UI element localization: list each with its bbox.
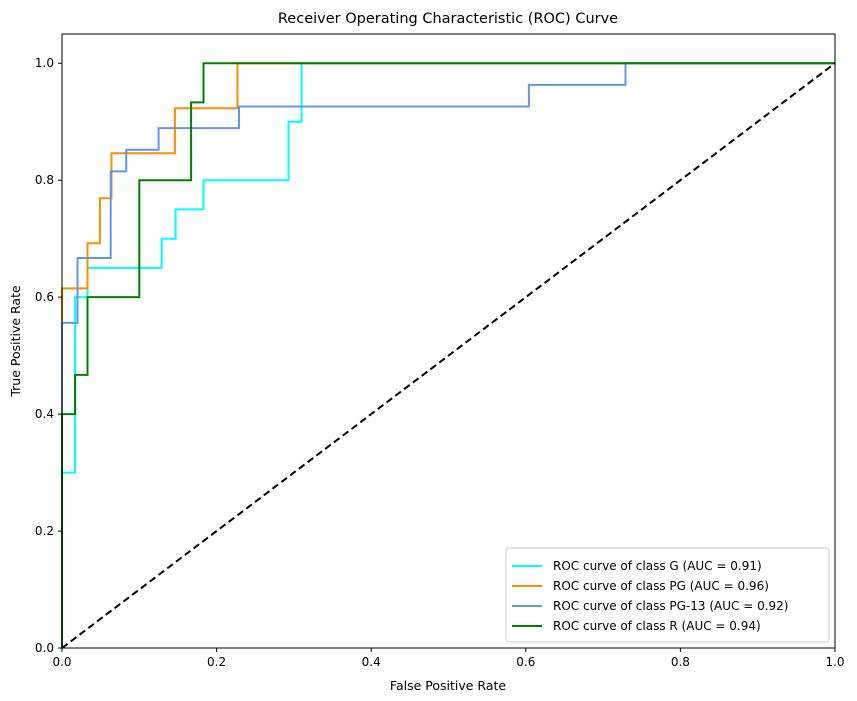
y-axis-label: True Positive Rate xyxy=(8,285,23,398)
x-tick-label: 0.0 xyxy=(52,655,71,669)
legend-label: ROC curve of class PG-13 (AUC = 0.92) xyxy=(553,599,788,613)
y-tick-label: 0.8 xyxy=(35,173,54,187)
x-axis-ticks: 0.0 0.2 0.4 0.6 0.8 1.0 xyxy=(52,648,845,669)
x-tick-label: 1.0 xyxy=(825,655,844,669)
x-tick-label: 0.8 xyxy=(671,655,690,669)
y-tick-label: 0.4 xyxy=(35,407,54,421)
series-layer xyxy=(61,62,836,649)
y-tick-label: 0.2 xyxy=(35,524,54,538)
legend-box xyxy=(505,547,830,643)
legend-label: ROC curve of class R (AUC = 0.94) xyxy=(553,619,761,633)
x-axis-label: False Positive Rate xyxy=(390,678,506,693)
legend: ROC curve of class G (AUC = 0.91) ROC cur… xyxy=(505,547,830,643)
chart-title: Receiver Operating Characteristic (ROC) … xyxy=(278,11,618,27)
x-tick-label: 0.2 xyxy=(207,655,226,669)
plot-frame xyxy=(61,33,836,649)
series-line-2 xyxy=(61,62,835,648)
reference-diagonal-line xyxy=(61,62,836,649)
y-tick-label: 0.0 xyxy=(35,641,54,655)
plot-area xyxy=(61,33,836,649)
series-line-3 xyxy=(61,62,835,648)
x-tick-label: 0.4 xyxy=(362,655,381,669)
series-line-0 xyxy=(61,62,835,648)
y-tick-label: 1.0 xyxy=(35,56,54,70)
x-tick-label: 0.6 xyxy=(516,655,535,669)
legend-label: ROC curve of class PG (AUC = 0.96) xyxy=(553,579,769,593)
legend-label: ROC curve of class G (AUC = 0.91) xyxy=(553,559,762,573)
y-tick-label: 0.6 xyxy=(35,290,54,304)
y-axis-ticks: 0.0 0.2 0.4 0.6 0.8 1.0 xyxy=(35,56,62,655)
